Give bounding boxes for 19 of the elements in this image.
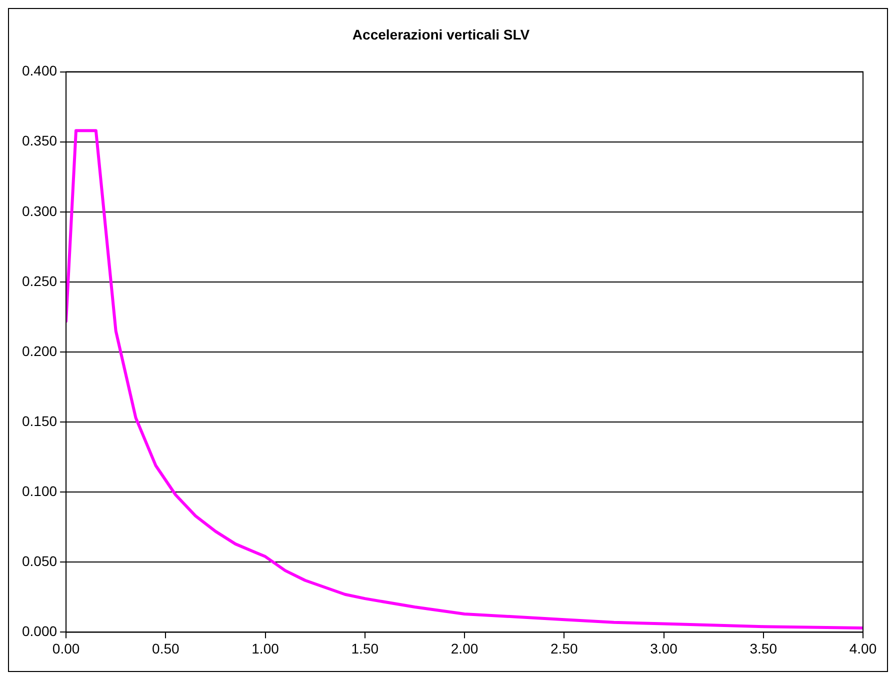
y-tick-label: 0.250 [22,272,58,289]
y-tick-label: 0.200 [22,342,58,359]
x-tick-label: 3.00 [650,640,678,656]
x-tick-label: 0.50 [152,640,180,656]
y-tick-label: 0.150 [22,412,58,429]
y-tick-label: 0.000 [22,623,58,640]
y-tick-label: 0.400 [22,62,58,79]
y-tick-label: 0.100 [22,482,58,499]
y-tick-label: 0.300 [22,202,58,219]
x-tick-label: 0.00 [52,640,80,656]
y-tick-label: 0.050 [22,553,58,570]
x-tick-label: 2.50 [550,640,578,656]
x-tick-label: 1.50 [351,640,379,656]
chart-title: Accelerazioni verticali SLV [352,26,530,42]
x-tick-label: 3.50 [750,640,778,656]
y-tick-label: 0.350 [22,132,58,149]
x-tick-label: 1.00 [252,640,280,656]
x-tick-label: 2.00 [450,640,478,656]
x-tick-label: 4.00 [849,640,877,656]
